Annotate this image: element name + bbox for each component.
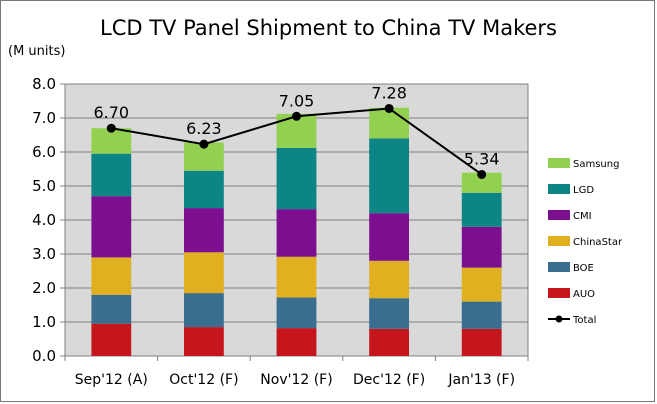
legend-label: Samsung [573, 159, 619, 170]
total-data-label: 7.28 [371, 83, 407, 102]
total-point [292, 111, 301, 121]
bar-segment-lgd [461, 192, 502, 227]
y-tick-label: 0.0 [32, 347, 56, 365]
legend-label: AUO [573, 289, 595, 300]
y-axis-ticks: 0.0 1.0 2.0 3.0 4.0 5.0 6.0 7.0 8.0 [32, 75, 65, 365]
y-tick-label: 7.0 [32, 109, 56, 127]
bar-segment-auo [91, 323, 132, 356]
total-data-label: 6.70 [93, 103, 129, 122]
y-tick-label: 5.0 [32, 177, 56, 195]
bar-segment-cmi [91, 196, 132, 258]
bar-segment-chinastar [91, 257, 132, 295]
total-data-label: 7.05 [279, 91, 315, 110]
total-line: 6.70 6.23 7.05 7.28 5.34 [93, 83, 500, 179]
legend-swatch-auo [548, 288, 570, 298]
bar-segment-lgd [276, 147, 317, 210]
total-data-label: 5.34 [464, 149, 500, 168]
bar-segment-chinastar [369, 260, 410, 299]
bar-segment-boe [183, 293, 224, 328]
bar-segment-lgd [183, 170, 224, 209]
total-point [106, 123, 116, 133]
bar-segment-boe [461, 301, 502, 329]
x-category-label: Nov'12 (F) [260, 372, 332, 388]
legend-swatch-lgd [548, 184, 570, 194]
y-tick-label: 6.0 [32, 143, 56, 161]
x-category-label: Sep'12 (A) [75, 372, 148, 388]
total-data-label: 6.23 [186, 119, 222, 138]
legend-swatch-cmi [548, 210, 570, 220]
legend-label: LGD [573, 185, 594, 196]
bar-segment-auo [276, 328, 317, 356]
bar-segment-boe [369, 298, 410, 329]
bar-segment-auo [461, 328, 502, 356]
legend-marker-total [555, 315, 563, 323]
legend-label: BOE [573, 263, 594, 274]
y-tick-label: 4.0 [32, 211, 56, 229]
bar-segment-cmi [369, 213, 410, 261]
bar-segment-auo [369, 328, 410, 356]
total-point [199, 139, 209, 149]
bar-segment-boe [91, 294, 132, 324]
legend-swatch-boe [548, 262, 570, 272]
y-tick-label: 8.0 [32, 75, 56, 93]
x-category-label: Oct'12 (F) [169, 372, 238, 388]
total-point [384, 103, 394, 113]
bar-segment-chinastar [461, 267, 502, 302]
bar-segment-chinastar [183, 252, 224, 294]
y-tick-label: 3.0 [32, 245, 56, 263]
chart-title: LCD TV Panel Shipment to China TV Makers [100, 16, 557, 40]
legend: Samsung LGD CMI ChinaStar BOE AUO Total [548, 158, 623, 326]
y-tick-label: 2.0 [32, 279, 56, 297]
bar-segment-lgd [369, 138, 410, 214]
y-axis-unit-label: (M units) [8, 44, 66, 59]
legend-swatch-samsung [548, 158, 570, 168]
legend-label: Total [572, 315, 596, 326]
x-category-label: Jan'13 (F) [447, 372, 515, 388]
bar-segment-cmi [461, 226, 502, 268]
bar-segment-cmi [276, 209, 317, 257]
bar-segment-lgd [91, 153, 132, 197]
legend-swatch-chinastar [548, 236, 570, 246]
x-axis-ticks: Sep'12 (A) Oct'12 (F) Nov'12 (F) Dec'12 (F)… [64, 356, 529, 388]
bar-segment-chinastar [276, 256, 317, 298]
legend-label: ChinaStar [573, 237, 623, 248]
total-point [477, 169, 487, 179]
bar-segment-boe [276, 297, 317, 329]
bar-segment-samsung [461, 172, 502, 193]
legend-label: CMI [573, 211, 592, 222]
x-category-label: Dec'12 (F) [353, 372, 425, 388]
bar-segment-auo [183, 327, 224, 356]
stacked-bars [91, 107, 502, 356]
y-tick-label: 1.0 [32, 313, 56, 331]
bar-segment-cmi [183, 208, 224, 253]
